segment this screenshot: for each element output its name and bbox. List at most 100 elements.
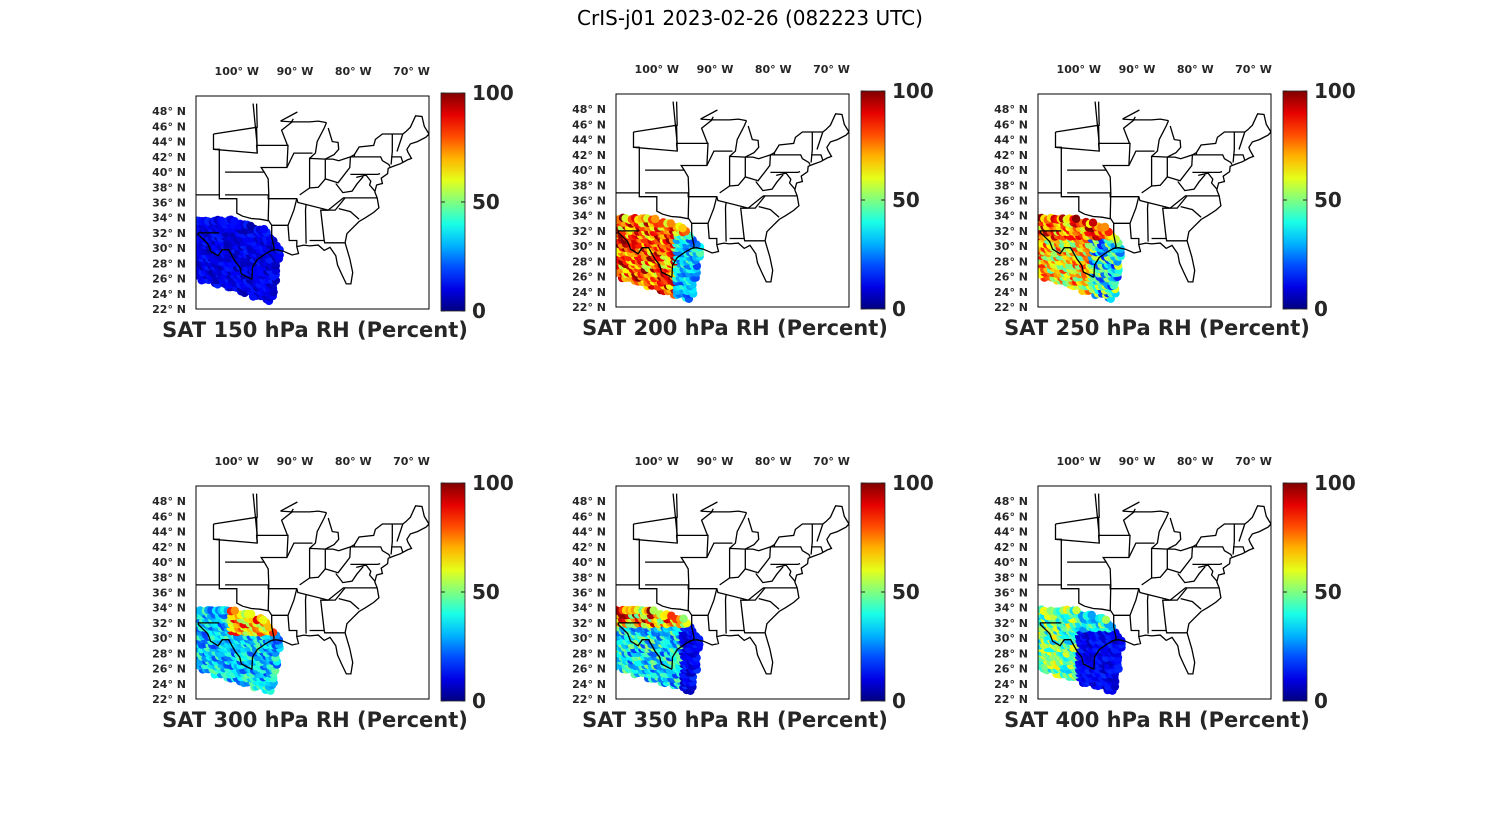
rh-observation — [259, 615, 268, 625]
latitude-tick-label: 22° N — [152, 693, 186, 706]
boundary-line — [1162, 195, 1188, 209]
colorbar-tick-label: 100 — [892, 471, 934, 495]
map-panel: 100° W 90° W 80° W 70° W 48° N 46° N 44° N 42° … — [982, 450, 1356, 750]
boundary-line — [810, 524, 813, 555]
boundary-line — [1151, 512, 1170, 549]
longitude-tick-label: 80° W — [755, 455, 792, 468]
boundary-line — [816, 131, 824, 150]
boundary-line — [728, 155, 746, 186]
latitude-tick-label: 36° N — [152, 197, 186, 210]
map-axes: 100° W 90° W 80° W 70° W 48° N 46° N 44° N 42° … — [152, 455, 466, 706]
boundary-line — [280, 120, 294, 146]
latitude-tick-label: 36° N — [572, 587, 606, 600]
panel-title: SAT 300 hPa RH (Percent) — [162, 708, 468, 732]
boundary-line — [325, 127, 340, 160]
boundary-line — [1151, 120, 1170, 157]
boundary-line — [1167, 151, 1198, 160]
boundary-line — [700, 118, 714, 144]
boundary-line — [707, 588, 718, 616]
boundary-line — [304, 593, 307, 634]
boundary-line — [1167, 543, 1198, 552]
boundary-line — [1038, 192, 1117, 249]
latitude-tick-label: 24° N — [152, 678, 186, 691]
boundary-line — [707, 196, 718, 224]
longitude-tick-label: 90° W — [697, 63, 734, 76]
latitude-tick-label: 32° N — [572, 617, 606, 630]
boundary-line — [325, 543, 356, 552]
boundary-line — [740, 195, 766, 209]
colorbar-tick-label: 50 — [472, 190, 500, 214]
boundary-line — [1102, 150, 1155, 219]
boundary-line — [251, 523, 429, 675]
boundary-line — [338, 597, 360, 610]
boundary-line — [391, 156, 404, 163]
boundary-line — [196, 194, 275, 251]
boundary-line — [304, 203, 307, 244]
map-axes: 100° W 90° W 80° W 70° W 48° N 46° N 44° N 42° … — [994, 455, 1308, 706]
latitude-tick-label: 38° N — [994, 179, 1028, 192]
boundary-line — [1177, 174, 1206, 192]
boundary-line — [770, 562, 801, 566]
latitude-tick-label: 24° N — [994, 286, 1028, 299]
colorbar-tick-label: 50 — [1314, 188, 1342, 212]
latitude-tick-label: 30° N — [572, 240, 606, 253]
longitude-tick-label: 90° W — [277, 455, 314, 468]
longitude-tick-label: 80° W — [335, 65, 372, 78]
boundary-line — [390, 524, 393, 555]
latitude-tick-label: 26° N — [994, 271, 1028, 284]
latitude-tick-label: 48° N — [572, 495, 606, 508]
boundary-line — [356, 174, 376, 192]
boundary-line — [196, 584, 275, 641]
boundary-line — [1192, 154, 1233, 166]
rh-swath — [616, 605, 704, 695]
boundary-line — [745, 517, 760, 550]
map-frame — [1037, 485, 1272, 700]
latitude-tick-label: 40° N — [994, 164, 1028, 177]
panel-title: SAT 150 hPa RH (Percent) — [162, 318, 468, 342]
boundary-line — [1180, 205, 1202, 218]
latitude-tick-label: 30° N — [994, 632, 1028, 645]
boundary-line — [1102, 542, 1155, 611]
boundary-line — [729, 512, 748, 549]
latitude-tick-label: 48° N — [994, 495, 1028, 508]
boundary-line — [356, 564, 376, 582]
boundary-line — [1093, 131, 1271, 283]
latitude-tick-label: 46° N — [152, 510, 186, 523]
latitude-tick-label: 46° N — [152, 120, 186, 133]
latitude-tick-label: 40° N — [152, 166, 186, 179]
latitude-tick-label: 36° N — [572, 195, 606, 208]
colorbar-tick-label: 0 — [472, 299, 486, 323]
boundary-line — [680, 542, 733, 611]
boundary-line — [745, 125, 760, 158]
boundary-line — [816, 523, 824, 542]
boundary-line — [1167, 517, 1182, 550]
longitude-tick-label: 100° W — [635, 63, 679, 76]
boundary-line — [1122, 118, 1136, 144]
latitude-tick-label: 48° N — [152, 105, 186, 118]
boundary-line — [758, 205, 780, 218]
boundary-line — [280, 510, 294, 536]
boundary-line — [770, 170, 801, 174]
map-frame — [1037, 93, 1272, 308]
longitude-tick-label: 70° W — [393, 455, 430, 468]
latitude-tick-label: 34° N — [572, 602, 606, 615]
map-axes: 100° W 90° W 80° W 70° W 48° N 46° N 44° N 42° … — [572, 63, 886, 314]
latitude-tick-label: 32° N — [152, 617, 186, 630]
boundary-line — [309, 239, 345, 244]
boundary-line — [1192, 562, 1223, 566]
boundary-line — [1151, 237, 1187, 242]
boundary-line — [1113, 222, 1140, 245]
latitude-tick-label: 26° N — [572, 271, 606, 284]
boundary-line — [287, 198, 298, 226]
boundary-line — [1151, 629, 1187, 634]
boundary-line — [672, 493, 678, 536]
boundary-line — [350, 546, 391, 558]
latitude-tick-label: 38° N — [152, 571, 186, 584]
boundary-line — [255, 144, 289, 168]
boundary-line — [396, 133, 404, 152]
boundary-line — [691, 614, 718, 637]
latitude-tick-label: 34° N — [572, 210, 606, 223]
longitude-tick-label: 100° W — [635, 455, 679, 468]
boundary-line — [1122, 109, 1140, 120]
map-axes: 100° W 90° W 80° W 70° W 48° N 46° N 44° N 42° … — [572, 455, 886, 706]
